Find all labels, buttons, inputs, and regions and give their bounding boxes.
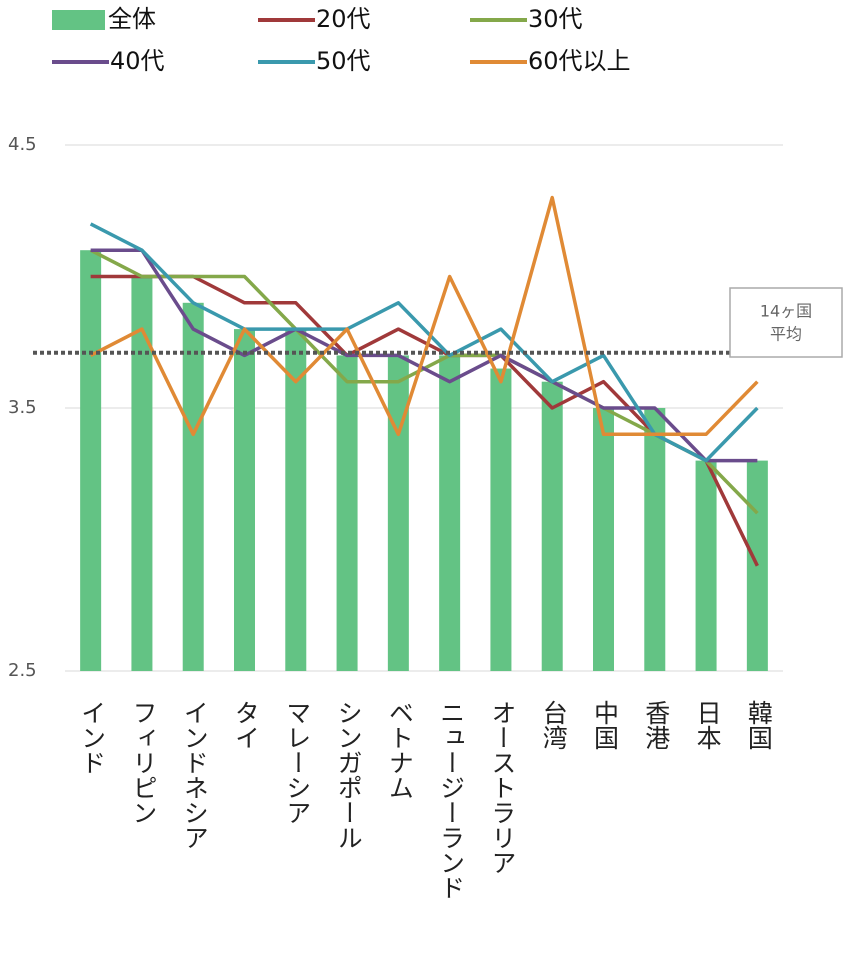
legend-label: 40代 [110,47,165,75]
x-tick-label: ベトナム [385,700,414,800]
x-tick-label: インドネシア [180,700,209,850]
bar [490,368,512,671]
line-series [90,274,759,567]
bar [644,408,666,671]
average-label: 平均 [770,325,802,344]
y-tick-label: 2.5 [8,660,37,681]
x-tick-label: 韓国 [744,700,773,750]
bar [80,250,102,671]
bar [439,355,461,671]
bar [593,408,614,671]
bar [285,329,307,671]
average-box [729,287,843,358]
legend-label: 20代 [316,5,371,33]
bar [131,276,153,671]
bar [336,355,358,671]
line-series [89,195,759,437]
average-label: 14ヶ国 [760,302,812,321]
x-tick-label: 中国 [591,700,620,750]
legend-label: 50代 [316,47,371,75]
x-tick-label: タイ [232,700,261,750]
legend-label: 60代以上 [528,47,631,75]
x-tick-label: オーストラリア [488,700,517,875]
legend-label: 全体 [108,5,156,33]
x-tick-label: 香港 [642,700,671,750]
bar [541,381,563,671]
x-tick-label: マレーシア [283,700,312,825]
x-tick-label: ニュージーランド [437,700,466,900]
bar [182,302,204,671]
x-tick-label: 日本 [693,700,722,750]
legend-swatch [52,10,105,30]
bar [234,329,255,671]
bar [387,355,409,671]
bar [695,460,717,671]
line-series [90,248,758,463]
x-tick-label: シンガポール [334,700,363,850]
line-series [89,222,759,463]
x-tick-label: 台湾 [539,700,568,750]
x-tick-label: フィリピン [129,700,158,825]
y-tick-label: 4.5 [8,134,37,155]
x-tick-label: インド [78,700,107,775]
legend-label: 30代 [528,5,583,33]
y-tick-label: 3.5 [8,397,37,418]
